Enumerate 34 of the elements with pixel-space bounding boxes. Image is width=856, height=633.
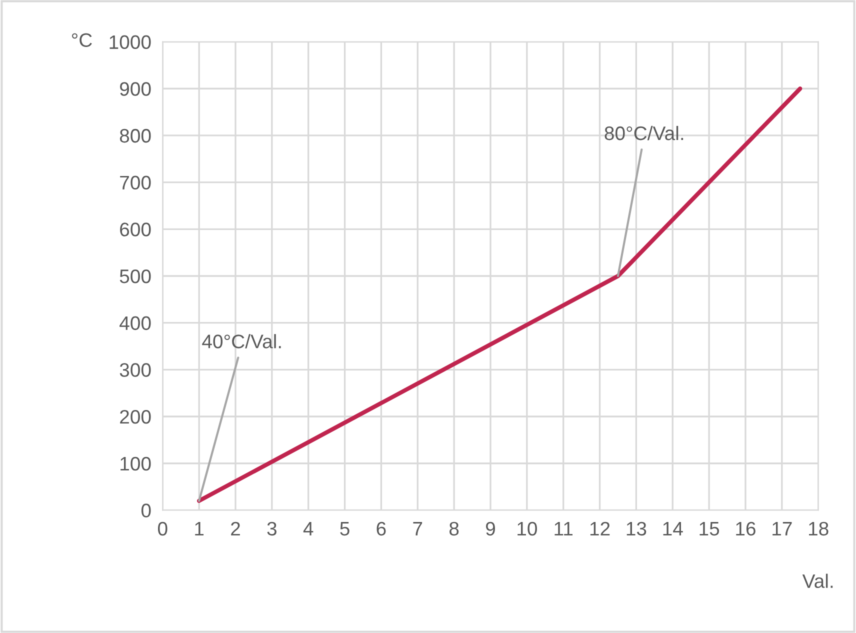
x-tick-label: 10 xyxy=(518,522,537,536)
x-tick-label: 12 xyxy=(590,522,610,536)
y-tick-label: 400 xyxy=(120,316,151,330)
x-tick-label: 14 xyxy=(663,522,683,536)
annotation: 40°C/Val. xyxy=(202,334,281,348)
x-tick-label: 2 xyxy=(231,522,240,536)
x-tick-label: 15 xyxy=(700,522,720,536)
x-tick-label: 6 xyxy=(376,522,386,536)
y-tick-label: 700 xyxy=(120,176,151,190)
x-tick-label: 9 xyxy=(486,522,495,536)
y-tick-label: 200 xyxy=(120,410,151,424)
x-tick-label: 11 xyxy=(554,522,572,536)
y-tick-label: 100 xyxy=(120,456,151,471)
x-tick-label: 7 xyxy=(413,522,422,536)
y-tick-label: 600 xyxy=(120,222,151,236)
y-tick-label: 300 xyxy=(120,363,151,377)
x-tick-label: 17 xyxy=(772,522,792,536)
y-tick-label: 500 xyxy=(120,269,151,284)
y-axis-title: °C xyxy=(72,33,92,47)
x-axis-title: Val. xyxy=(802,574,833,588)
x-tick-label: 0 xyxy=(158,522,168,536)
x-tick-label: 4 xyxy=(303,522,314,536)
x-tick-label: 16 xyxy=(736,522,756,536)
y-tick-label: 0 xyxy=(141,504,151,518)
x-tick-label: 8 xyxy=(450,522,459,536)
x-tick-label: 13 xyxy=(626,522,646,536)
x-tick-label: 18 xyxy=(809,522,828,536)
annotation: 80°C/Val. xyxy=(604,126,684,140)
y-tick-label: 1000 xyxy=(110,35,151,50)
y-tick-label: 900 xyxy=(120,82,151,96)
x-tick-label: 1 xyxy=(195,522,204,536)
y-tick-label: 800 xyxy=(120,128,151,143)
x-tick-label: 5 xyxy=(340,522,350,536)
x-tick-label: 3 xyxy=(267,522,276,536)
